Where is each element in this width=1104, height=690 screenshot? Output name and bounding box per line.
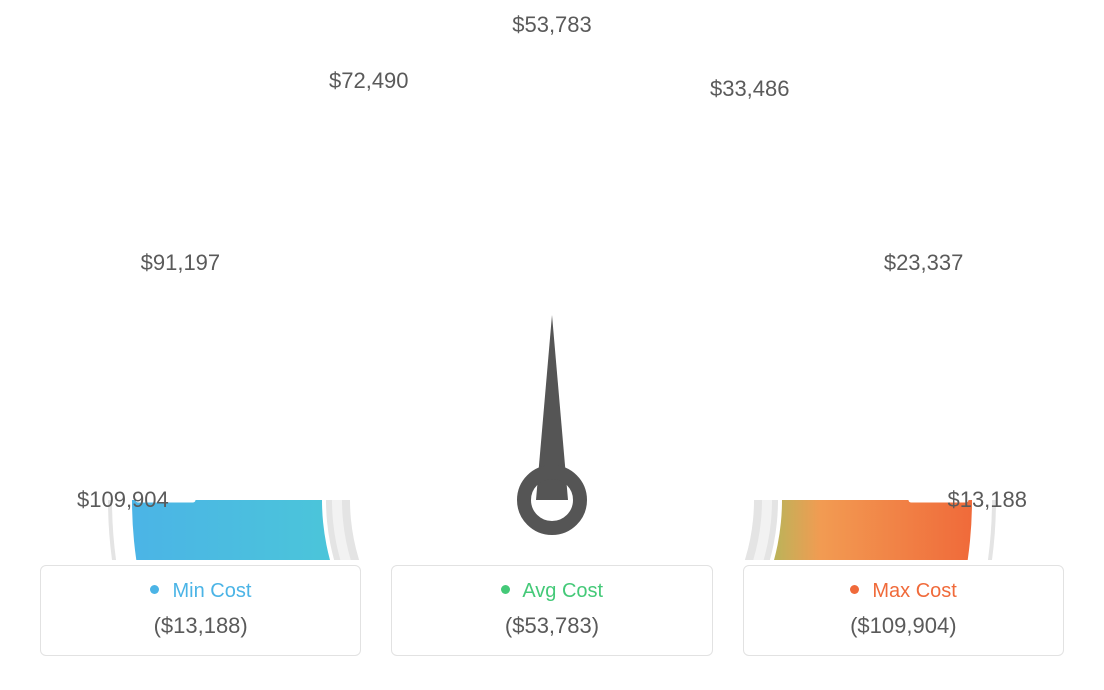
legend-card-avg: Avg Cost ($53,783) <box>391 565 712 656</box>
gauge-tick-label: $53,783 <box>512 12 592 38</box>
legend-title-min: Min Cost <box>51 580 350 603</box>
legend-title-text-avg: Avg Cost <box>522 580 603 602</box>
legend-title-text-min: Min Cost <box>172 580 251 602</box>
legend-value-avg: ($53,783) <box>402 613 701 639</box>
legend-value-max: ($109,904) <box>754 613 1053 639</box>
legend-title-avg: Avg Cost <box>402 580 701 603</box>
gauge-tick-label: $91,197 <box>141 250 221 276</box>
cost-gauge-chart: $13,188 $23,337 $33,486 $53,783 $72,490 $91,1… <box>0 0 1104 560</box>
legend-title-text-max: Max Cost <box>872 580 956 602</box>
dot-icon-max <box>850 585 859 594</box>
gauge-svg <box>0 0 1104 560</box>
gauge-tick-label: $33,486 <box>710 76 790 102</box>
legend-row: Min Cost ($13,188) Avg Cost ($53,783) Ma… <box>40 565 1064 656</box>
legend-value-min: ($13,188) <box>51 613 350 639</box>
gauge-tick-label: $72,490 <box>329 68 409 94</box>
dot-icon-avg <box>501 585 510 594</box>
gauge-tick-label: $23,337 <box>884 250 964 276</box>
legend-card-max: Max Cost ($109,904) <box>743 565 1064 656</box>
dot-icon-min <box>150 585 159 594</box>
gauge-tick-label: $13,188 <box>947 487 1027 513</box>
legend-card-min: Min Cost ($13,188) <box>40 565 361 656</box>
legend-title-max: Max Cost <box>754 580 1053 603</box>
gauge-tick-label: $109,904 <box>77 487 169 513</box>
